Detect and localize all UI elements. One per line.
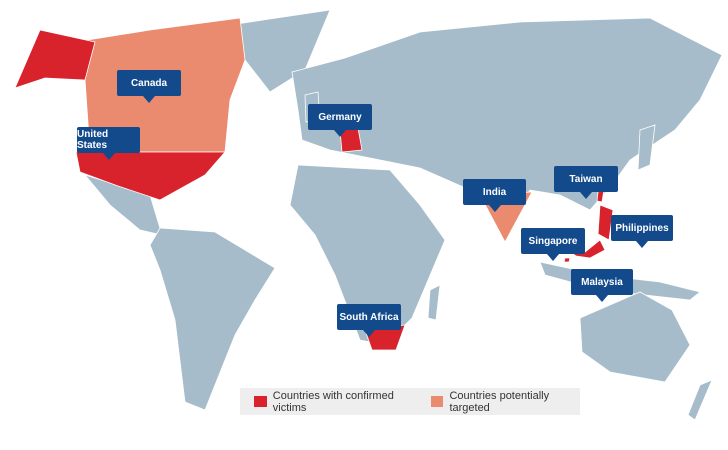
callout: Philippines (611, 215, 673, 248)
callout: United States (77, 127, 140, 160)
callout: South Africa (337, 304, 401, 337)
legend: Countries with confirmed victims Countri… (240, 388, 580, 415)
alaska (14, 29, 96, 89)
legend-swatch (430, 396, 444, 407)
callout: Germany (308, 104, 372, 137)
singapore (563, 257, 571, 263)
callout: Taiwan (554, 166, 618, 199)
new-zealand (687, 379, 713, 421)
callout: India (463, 179, 526, 212)
legend-swatch (254, 396, 267, 407)
japan (637, 124, 656, 171)
callout: Canada (117, 70, 181, 103)
callout: Malaysia (571, 269, 633, 302)
united-states (75, 151, 226, 201)
philippines (597, 204, 614, 241)
legend-label: Countries potentially targeted (449, 389, 550, 414)
australia (579, 291, 691, 383)
madagascar (427, 284, 441, 321)
callout: Singapore (521, 228, 585, 261)
legend-label: Countries with confirmed victims (272, 389, 394, 414)
south-america (149, 227, 276, 411)
